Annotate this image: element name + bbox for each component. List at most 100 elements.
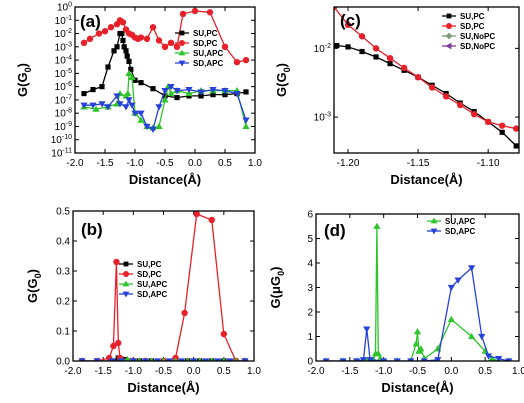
data-point xyxy=(89,102,97,109)
series-line xyxy=(334,7,517,130)
data-point xyxy=(149,24,157,31)
data-point xyxy=(80,39,88,47)
y-axis-label: G(G0) xyxy=(15,63,33,97)
legend-label: SU,PC xyxy=(137,260,162,269)
data-point xyxy=(81,90,87,97)
legend-marker xyxy=(445,32,453,40)
data-point xyxy=(155,37,163,44)
data-point xyxy=(197,89,205,96)
legend-label: SU,NoPC xyxy=(460,32,495,41)
data-point xyxy=(128,102,136,109)
x-tick-label: -1.0 xyxy=(126,158,144,169)
data-point xyxy=(167,89,175,97)
data-point xyxy=(198,93,204,99)
y-tick-label: 100 xyxy=(57,2,72,14)
data-point xyxy=(209,86,217,94)
legend-marker xyxy=(446,13,452,19)
y-tick-label: 10-3 xyxy=(314,112,331,124)
series-line xyxy=(336,44,517,147)
data-point xyxy=(150,86,156,92)
data-point xyxy=(143,35,151,43)
data-point xyxy=(442,93,450,100)
data-point xyxy=(499,129,505,135)
legend-label: SD,PC xyxy=(460,22,485,31)
x-tick-label: -1.0 xyxy=(375,366,393,377)
data-point xyxy=(185,357,190,361)
data-point xyxy=(90,86,96,93)
data-point xyxy=(456,101,464,109)
legend-label: SU,APC xyxy=(193,49,223,58)
data-point xyxy=(95,30,103,37)
y-tick-label: 10-10 xyxy=(51,134,72,146)
x-axis-label: Distance(Å) xyxy=(381,380,453,395)
data-point xyxy=(116,101,124,108)
y-tick-label: 2 xyxy=(307,308,313,319)
data-point xyxy=(334,42,340,49)
y-tick-label: 4 xyxy=(307,259,313,270)
data-point xyxy=(413,328,422,335)
data-point xyxy=(149,126,157,133)
x-axis-label: Distance(Å) xyxy=(390,172,462,187)
x-tick-label: -1.20 xyxy=(337,158,360,169)
data-point xyxy=(220,330,228,338)
data-point xyxy=(513,143,519,149)
data-point xyxy=(92,105,100,112)
x-tick-label: 1.0 xyxy=(248,158,262,169)
legend-label: SU,APC xyxy=(137,280,167,289)
legend-marker xyxy=(445,42,452,50)
data-point xyxy=(120,37,126,44)
data-point xyxy=(124,355,131,361)
data-point xyxy=(137,110,145,117)
y-tick-label: 0.0 xyxy=(56,357,70,368)
data-point xyxy=(208,216,215,224)
data-point xyxy=(359,357,367,361)
series xyxy=(80,84,250,133)
legend-label: SD,APC xyxy=(137,290,167,299)
data-point xyxy=(243,89,249,95)
x-axis-label: Distance(Å) xyxy=(129,172,201,187)
data-point xyxy=(484,353,493,360)
x-tick-label: -0.5 xyxy=(156,158,174,169)
data-point xyxy=(358,33,366,40)
data-point xyxy=(173,88,181,95)
data-point xyxy=(373,222,381,229)
data-point xyxy=(454,277,462,284)
data-point xyxy=(428,84,436,91)
data-point xyxy=(99,84,105,90)
legend-marker xyxy=(178,49,186,56)
data-point xyxy=(125,69,133,76)
data-point xyxy=(366,357,374,361)
data-point xyxy=(173,43,181,51)
legend-label: SD,APC xyxy=(193,59,223,68)
data-point xyxy=(115,339,122,347)
legend-marker xyxy=(179,30,185,36)
x-tick-label: -1.0 xyxy=(125,366,143,377)
data-point xyxy=(174,94,180,101)
y-axis-label: G(G0) xyxy=(274,63,292,97)
data-point xyxy=(468,332,476,340)
x-tick-label: 0.0 xyxy=(188,158,202,169)
chart-panel: -2.0 -1.5 -1.0 -0.5 0.0 0.5 1.0 0 1 2 3 4 5 6 SU,APCSD… xyxy=(268,210,524,396)
x-tick-label: 1.0 xyxy=(512,366,524,377)
data-point xyxy=(173,357,178,361)
data-point xyxy=(124,53,130,59)
data-point xyxy=(101,28,109,35)
data-point xyxy=(495,355,503,361)
data-point xyxy=(242,56,250,64)
legend-marker xyxy=(430,228,438,235)
data-point xyxy=(498,122,506,129)
data-point xyxy=(400,64,408,72)
y-axis-label: G(G0) xyxy=(25,269,43,303)
x-tick-label: -1.5 xyxy=(95,366,113,377)
x-tick-label: 0.5 xyxy=(478,366,492,377)
data-point xyxy=(105,64,111,70)
plot-frame xyxy=(74,6,256,154)
data-point xyxy=(386,54,394,62)
data-point xyxy=(155,122,163,130)
data-point xyxy=(447,284,455,292)
data-point xyxy=(185,86,193,94)
data-point xyxy=(484,118,492,126)
data-point xyxy=(122,104,130,111)
data-point xyxy=(137,357,142,361)
